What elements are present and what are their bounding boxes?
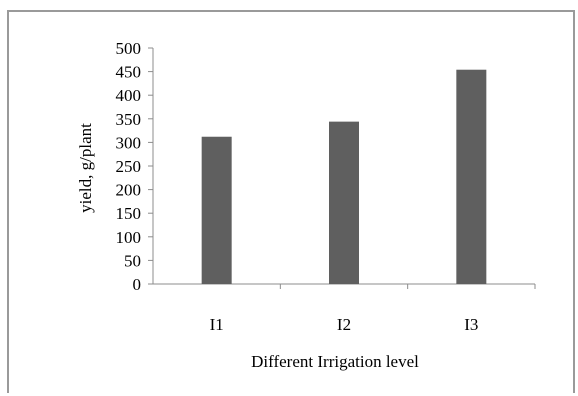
- y-tick-label: 400: [116, 86, 142, 105]
- y-tick-label: 0: [133, 275, 142, 294]
- x-axis-title: Different Irrigation level: [251, 352, 419, 371]
- y-tick-label: 100: [116, 228, 142, 247]
- bar-i1: [201, 136, 232, 284]
- y-tick-label: 250: [116, 157, 142, 176]
- y-tick-label: 450: [116, 63, 142, 82]
- y-tick-label: 350: [116, 110, 142, 129]
- y-axis-title: yield, g/plant: [76, 123, 95, 213]
- y-tick-label: 150: [116, 204, 142, 223]
- x-tick-labels: I1 I2 I3: [210, 315, 479, 334]
- x-tick-label: I3: [464, 315, 478, 334]
- y-tick-label: 200: [116, 181, 142, 200]
- chart-bars: [201, 69, 487, 284]
- y-tick-label: 300: [116, 133, 142, 152]
- y-tick-labels: 0 50 100 150 200 250 300 350 400 450 500: [116, 39, 142, 294]
- x-tick-label: I2: [337, 315, 351, 334]
- y-tick-label: 50: [124, 251, 141, 270]
- bar-i3: [456, 69, 487, 284]
- x-tick-label: I1: [210, 315, 224, 334]
- bar-i2: [329, 121, 359, 284]
- chart-frame: [7, 10, 575, 393]
- y-tick-label: 500: [116, 39, 142, 58]
